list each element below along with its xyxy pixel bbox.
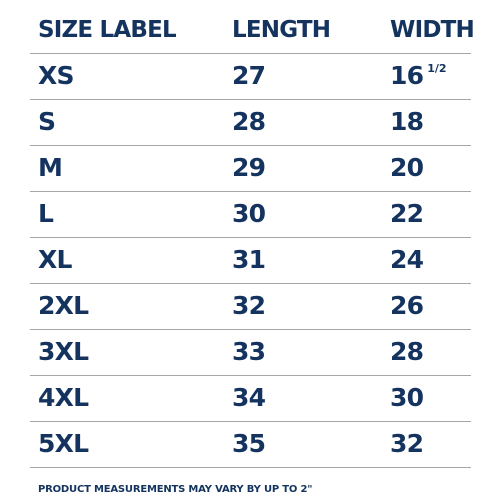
size-cell: S <box>38 107 56 136</box>
length-cell: 32 <box>232 291 266 320</box>
table-row: XS 27 16 1/2 <box>30 54 471 100</box>
length-cell: 34 <box>232 383 266 412</box>
length-cell: 29 <box>232 153 266 182</box>
table-row: S 28 18 <box>30 100 471 146</box>
header-row: SIZE LABEL LENGTH WIDTH <box>30 8 475 54</box>
width-cell: 22 <box>390 199 424 228</box>
width-cell: 30 <box>390 383 424 412</box>
size-cell: 4XL <box>38 383 89 412</box>
length-cell: 31 <box>232 245 266 274</box>
table-row: 2XL 32 26 <box>30 284 471 330</box>
measurement-footnote: PRODUCT MEASUREMENTS MAY VARY BY UP TO 2… <box>38 484 313 495</box>
table-row: M 29 20 <box>30 146 471 192</box>
length-cell: 30 <box>232 199 266 228</box>
width-cell: 28 <box>390 337 424 366</box>
width-header: WIDTH <box>390 17 475 43</box>
width-value: 16 <box>390 61 424 90</box>
length-cell: 33 <box>232 337 266 366</box>
size-cell: L <box>38 199 54 228</box>
length-cell: 28 <box>232 107 266 136</box>
width-cell: 26 <box>390 291 424 320</box>
width-cell: 32 <box>390 429 424 458</box>
table-row: XL 31 24 <box>30 238 471 284</box>
size-cell: M <box>38 153 63 182</box>
table-row: L 30 22 <box>30 192 471 238</box>
length-header: LENGTH <box>232 17 331 43</box>
size-cell: 2XL <box>38 291 89 320</box>
width-cell: 20 <box>390 153 424 182</box>
size-label-header: SIZE LABEL <box>38 17 177 43</box>
table-row: 5XL 35 32 <box>30 422 471 468</box>
size-cell: XL <box>38 245 72 274</box>
size-cell: 3XL <box>38 337 89 366</box>
width-cell: 16 1/2 <box>390 54 447 98</box>
length-cell: 35 <box>232 429 266 458</box>
width-cell: 24 <box>390 245 424 274</box>
size-cell: 5XL <box>38 429 89 458</box>
width-cell: 18 <box>390 107 424 136</box>
size-cell: XS <box>38 61 74 90</box>
width-fraction: 1/2 <box>427 62 447 75</box>
table-row: 4XL 34 30 <box>30 376 471 422</box>
length-cell: 27 <box>232 61 266 90</box>
table-row: 3XL 33 28 <box>30 330 471 376</box>
